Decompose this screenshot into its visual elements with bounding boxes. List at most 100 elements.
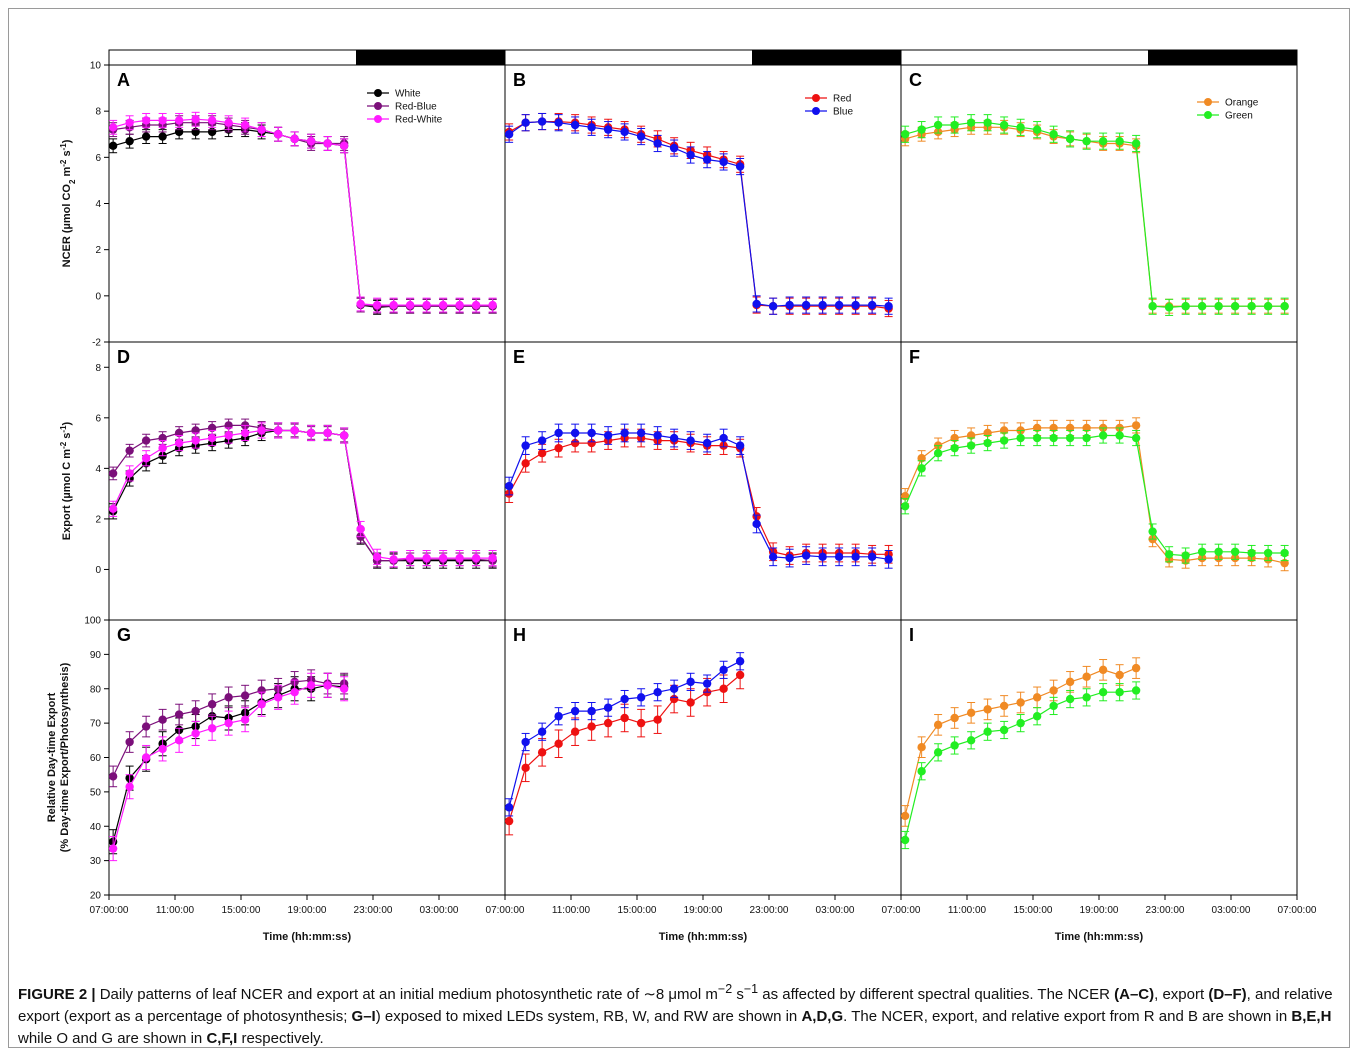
data-point — [834, 552, 844, 562]
panel-letter: F — [909, 347, 920, 367]
data-point — [636, 718, 646, 728]
data-point — [191, 706, 200, 716]
data-point — [1049, 701, 1058, 711]
data-point — [801, 551, 811, 560]
y-tick-label: 6 — [95, 413, 101, 424]
data-point — [141, 436, 151, 445]
data-point — [917, 767, 926, 776]
data-point — [933, 120, 943, 130]
data-point — [207, 700, 217, 709]
data-point — [240, 428, 250, 438]
data-point — [884, 302, 893, 311]
y-axis-title-part: NCER (µmol CO — [61, 184, 73, 268]
data-point — [455, 300, 464, 310]
data-point — [1032, 712, 1042, 721]
data-point — [1016, 433, 1025, 443]
caption-text: respectively. — [237, 1030, 324, 1047]
data-point — [306, 136, 316, 146]
x-tick-label: 07:00:00 — [882, 905, 921, 916]
data-point — [983, 705, 992, 714]
data-point — [207, 116, 217, 125]
x-tick-label: 03:00:00 — [816, 905, 855, 916]
data-point — [950, 443, 959, 453]
y-tick-label: 80 — [90, 684, 102, 695]
data-point — [752, 519, 761, 529]
panel-letter: G — [117, 625, 131, 645]
data-point — [108, 772, 118, 781]
panel-frame — [108, 64, 506, 343]
y-tick-label: 100 — [84, 616, 101, 627]
caption-figure-label: FIGURE 2 | — [18, 986, 96, 1003]
caption-text: , and relative export (export as a perce… — [18, 986, 1333, 1025]
data-point — [174, 736, 184, 745]
data-point — [851, 300, 860, 310]
data-point — [389, 555, 398, 564]
caption-text: s — [732, 986, 744, 1003]
legend-marker — [1204, 98, 1212, 106]
x-tick-label: 03:00:00 — [420, 905, 459, 916]
legend-label: Red — [833, 94, 851, 105]
data-point — [273, 130, 283, 139]
light-period-bar — [504, 49, 753, 66]
data-point — [603, 703, 613, 712]
y-axis-title: NCER (µmol CO2 m-2 s-1) — [59, 139, 77, 267]
data-point — [290, 426, 299, 435]
data-point — [141, 722, 151, 731]
data-point — [521, 737, 530, 747]
dark-period-bar — [1148, 49, 1298, 66]
y-tick-label: 40 — [90, 822, 102, 833]
data-point — [240, 691, 250, 700]
series-line — [113, 122, 493, 307]
series-line — [112, 129, 493, 309]
data-point — [999, 701, 1009, 711]
data-point — [636, 132, 646, 141]
data-point — [1115, 431, 1124, 440]
data-point — [257, 426, 266, 435]
data-point — [471, 553, 481, 563]
y-tick-label: 70 — [90, 719, 102, 730]
data-point — [999, 120, 1009, 130]
data-point — [983, 727, 992, 736]
legend-label: Red-Blue — [395, 102, 437, 113]
caption-panel-ref: G–I — [351, 1008, 376, 1025]
data-point — [141, 753, 151, 762]
y-axis-title-part: -2 — [59, 159, 68, 167]
x-tick-label: 11:00:00 — [156, 905, 195, 916]
data-point — [125, 737, 134, 747]
data-point — [257, 700, 266, 709]
data-point — [554, 443, 563, 453]
data-point — [933, 748, 943, 757]
figure-frame — [8, 8, 1350, 1048]
y-axis-title-part: ) — [61, 139, 73, 143]
series-line — [904, 434, 1285, 557]
data-point — [356, 299, 365, 309]
data-point — [504, 481, 514, 491]
data-point — [686, 436, 695, 445]
y-tick-label: 20 — [90, 891, 102, 902]
data-point — [983, 438, 992, 448]
y-tick-label: -2 — [92, 338, 101, 349]
y-tick-label: 90 — [90, 650, 102, 661]
legend-marker — [812, 107, 820, 115]
y-tick-label: 10 — [90, 61, 102, 72]
data-point — [125, 446, 134, 455]
data-point — [1197, 547, 1207, 556]
data-point — [191, 436, 200, 445]
data-point — [174, 116, 184, 125]
data-point — [141, 454, 151, 463]
data-point — [323, 428, 332, 438]
data-point — [735, 670, 745, 680]
data-point — [438, 300, 448, 310]
data-point — [1131, 686, 1141, 695]
data-point — [1164, 303, 1174, 312]
data-point — [1197, 302, 1207, 311]
data-point — [306, 681, 316, 690]
data-point — [702, 155, 712, 164]
data-point — [207, 433, 217, 443]
legend-marker — [374, 102, 382, 110]
data-point — [174, 710, 184, 719]
data-point — [1016, 698, 1025, 707]
data-point — [686, 677, 695, 687]
y-tick-label: 6 — [95, 153, 101, 164]
